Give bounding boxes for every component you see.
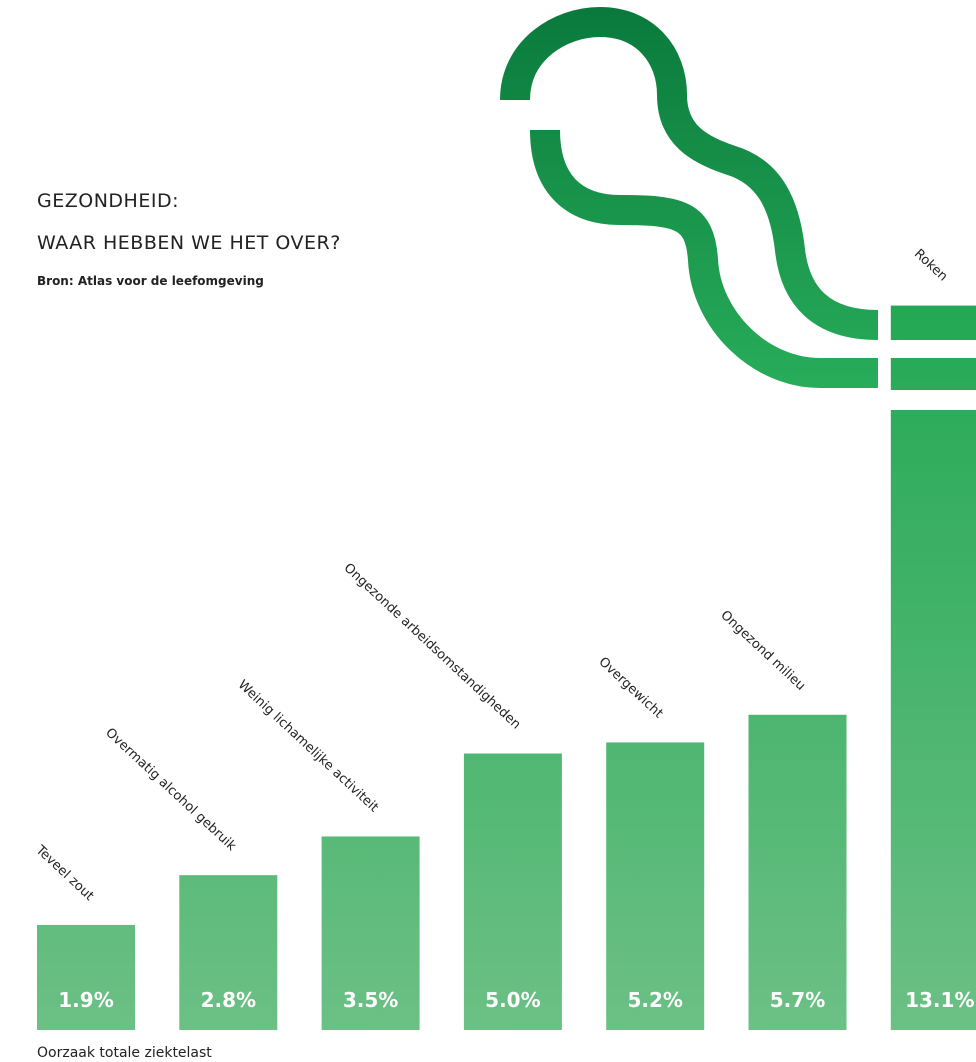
value-label: 5.2% <box>627 988 682 1012</box>
category-label: Ongezond milieu <box>717 608 808 694</box>
category-label: Overmatig alcohol gebruik <box>102 725 239 854</box>
bar <box>890 305 976 1030</box>
bar <box>179 875 278 1030</box>
pipe-inner <box>530 129 878 388</box>
category-label: Teveel zout <box>32 842 97 904</box>
category-label: Roken <box>911 246 950 284</box>
value-label: 3.5% <box>343 988 398 1012</box>
chart-title: GEZONDHEID: <box>37 190 179 212</box>
value-label: 13.1% <box>905 988 974 1012</box>
chart-subtitle: WAAR HEBBEN WE HET OVER? <box>37 232 341 254</box>
value-label: 2.8% <box>201 988 256 1012</box>
bar-gap <box>885 390 976 410</box>
pipe-decoration <box>500 6 879 388</box>
bar <box>463 753 562 1030</box>
category-label: Overgewicht <box>595 654 665 721</box>
source: Bron: Atlas voor de leefomgeving <box>37 274 264 288</box>
x-axis-label: Oorzaak totale ziektelast <box>37 1045 212 1061</box>
bar <box>606 742 705 1030</box>
bar <box>748 714 847 1030</box>
category-label: Weinig lichamelijke activiteit <box>235 677 381 815</box>
bar <box>321 836 420 1030</box>
bars <box>37 305 976 1030</box>
value-label: 5.0% <box>485 988 540 1012</box>
bar <box>37 924 135 1030</box>
value-label: 1.9% <box>58 988 113 1012</box>
value-label: 5.7% <box>770 988 825 1012</box>
bar-gap <box>885 340 976 358</box>
category-label: Ongezonde arbeidsomstandigheden <box>341 561 524 733</box>
pipe-outer <box>500 6 879 340</box>
